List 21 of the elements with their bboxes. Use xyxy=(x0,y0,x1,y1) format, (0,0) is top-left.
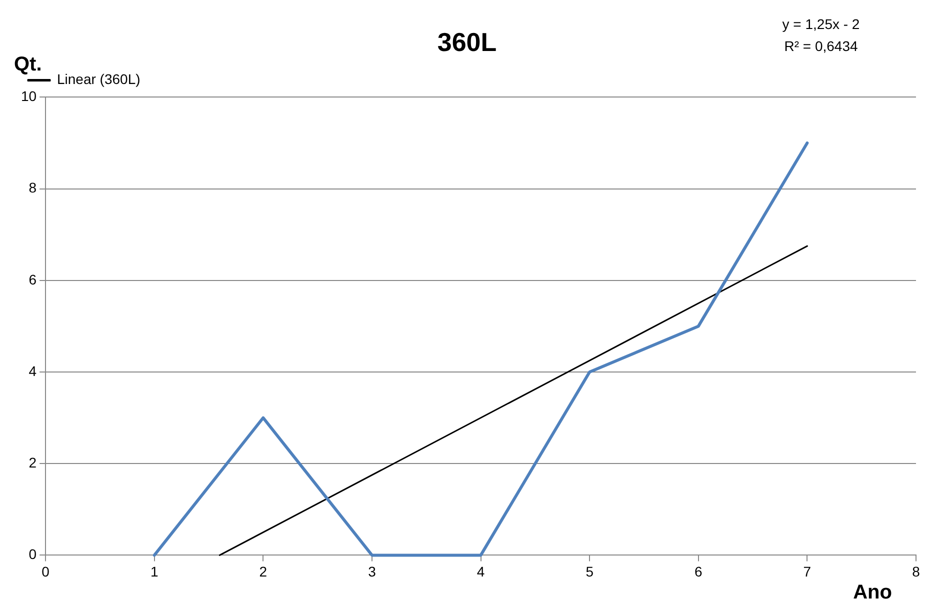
y-tick-label: 0 xyxy=(28,546,37,562)
y-tick-label: 10 xyxy=(20,88,37,104)
y-tick-label: 2 xyxy=(28,454,37,470)
y-tick-label: 4 xyxy=(28,362,37,379)
x-tick-label: 3 xyxy=(368,563,376,580)
x-axis-title: Ano xyxy=(853,582,892,604)
y-axis-title: Qt. xyxy=(14,54,42,76)
x-tick-label: 4 xyxy=(476,563,485,580)
legend-label: Linear (360L) xyxy=(57,71,140,88)
x-tick-label: 8 xyxy=(912,563,920,580)
x-tick-label: 6 xyxy=(694,563,702,580)
chart-title: 360L xyxy=(437,26,497,57)
x-tick-label: 0 xyxy=(42,563,50,580)
y-tick-label: 6 xyxy=(28,271,37,288)
x-tick-label: 7 xyxy=(803,563,812,580)
text: R² = 0,6434 xyxy=(784,38,858,54)
text: y = 1,25x - 2 xyxy=(782,16,860,32)
y-tick-label: 8 xyxy=(28,180,37,196)
x-tick-label: 2 xyxy=(259,563,268,580)
x-tick-label: 1 xyxy=(150,563,158,580)
x-tick-label: 5 xyxy=(586,563,594,580)
